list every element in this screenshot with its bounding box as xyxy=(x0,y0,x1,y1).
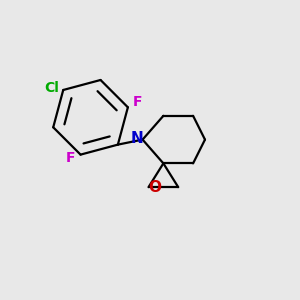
Text: N: N xyxy=(130,130,143,146)
Text: O: O xyxy=(148,180,161,195)
Text: Cl: Cl xyxy=(44,82,59,95)
Text: F: F xyxy=(133,95,142,109)
Text: F: F xyxy=(65,151,75,165)
